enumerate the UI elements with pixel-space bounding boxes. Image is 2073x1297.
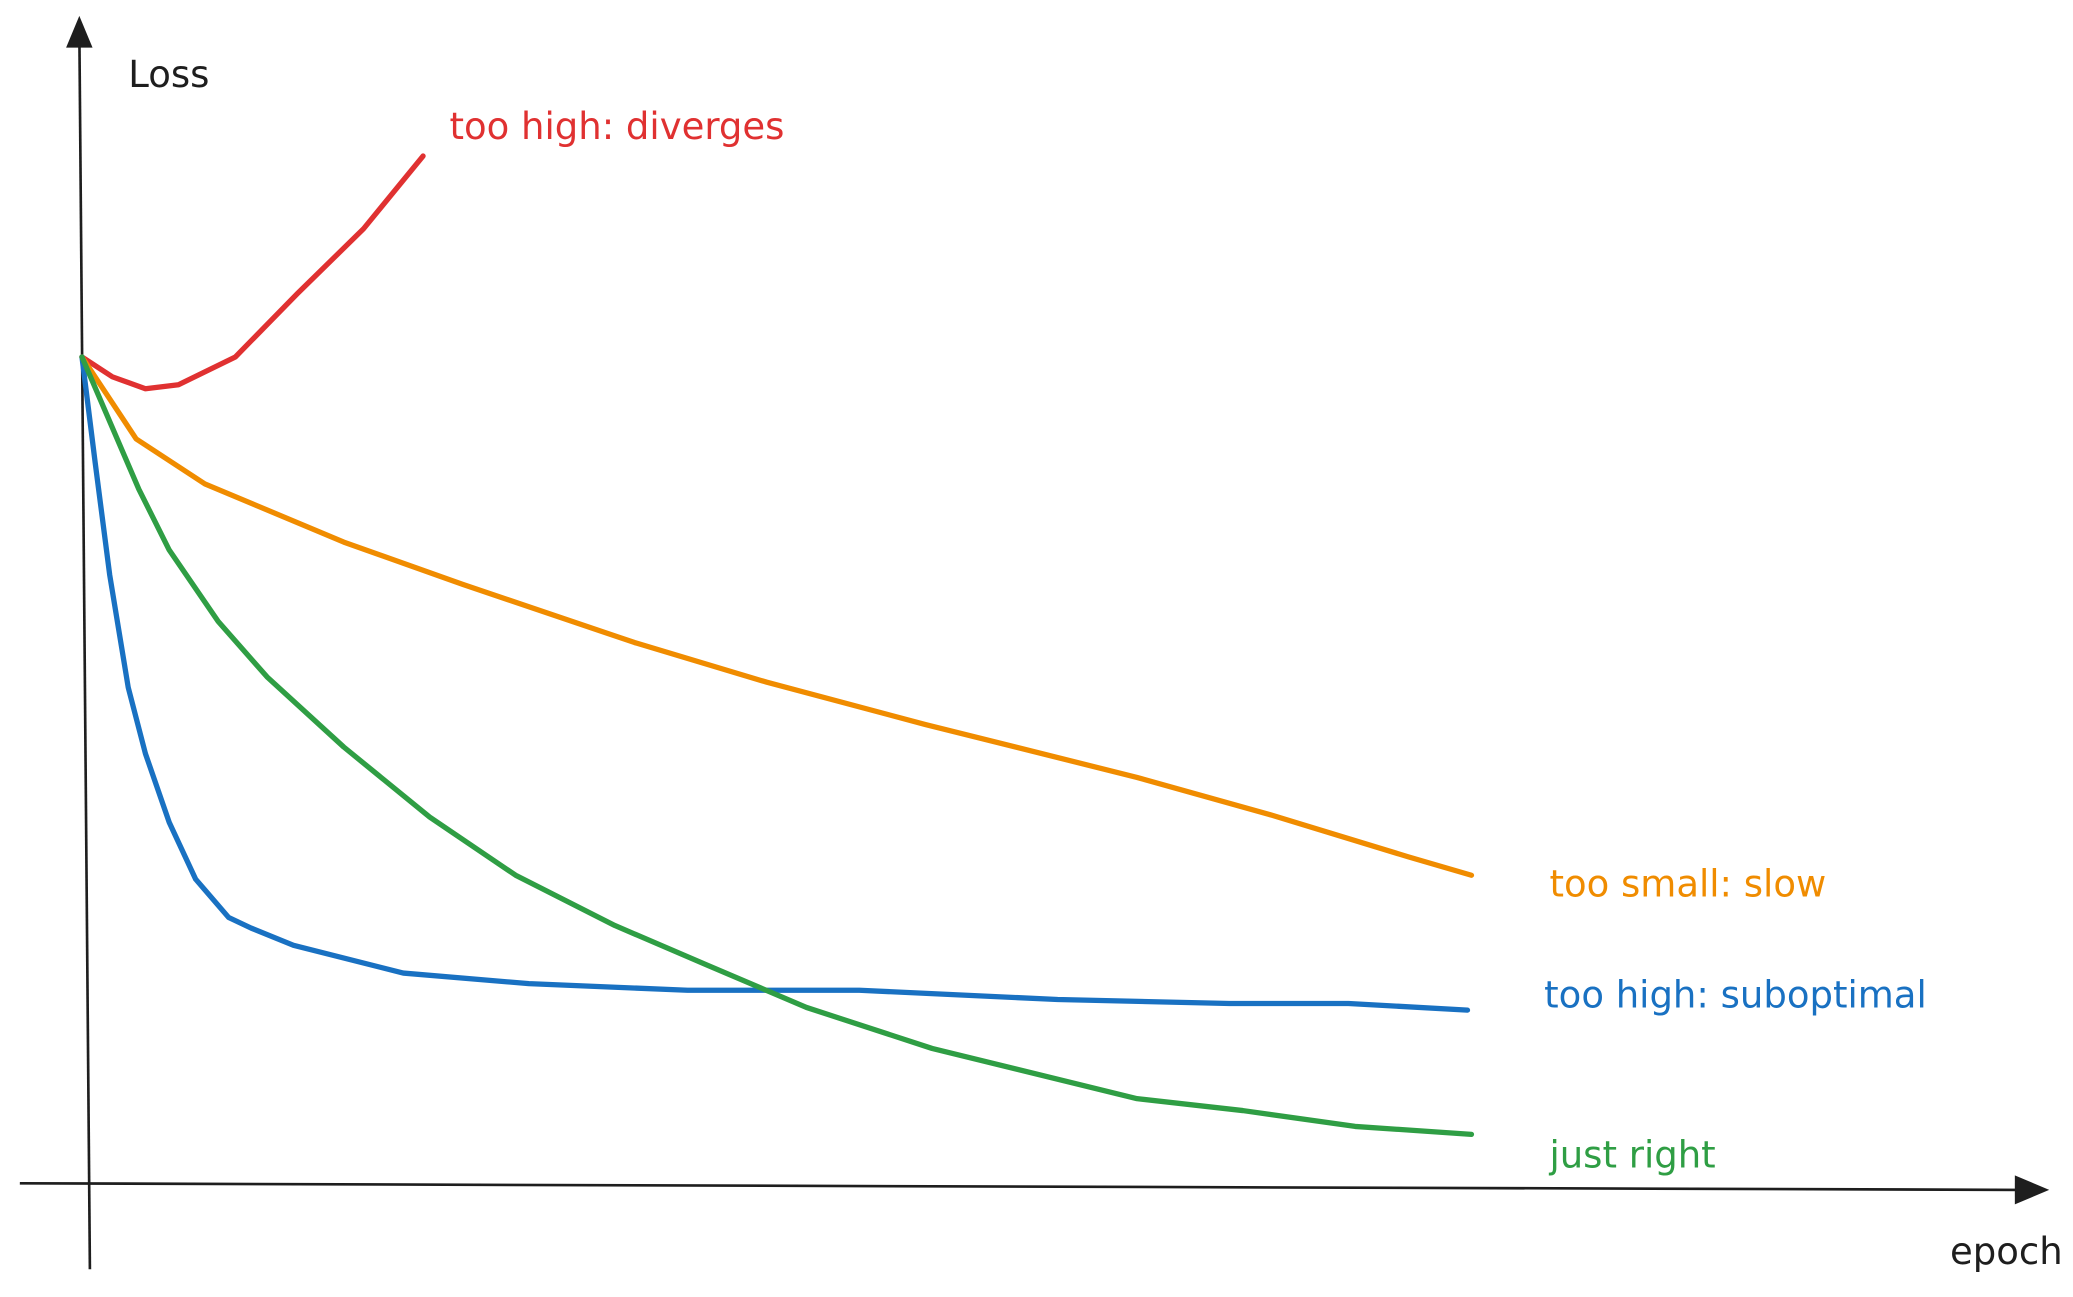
loss-curve: [79, 354, 1475, 1138]
loss-curve: [79, 354, 1475, 878]
x-axis: [19, 1181, 2023, 1192]
series-label: too high: suboptimal: [1544, 973, 1927, 1016]
loss-curve: [79, 354, 1471, 1013]
y-axis-label: Loss: [128, 53, 209, 96]
series-label: just right: [1548, 1133, 1715, 1176]
series-label: too high: diverges: [450, 105, 785, 148]
y-axis: [78, 29, 92, 1270]
series-label: too small: slow: [1549, 862, 1826, 905]
x-axis-label: epoch: [1950, 1230, 2063, 1273]
y-axis-arrow: [66, 15, 93, 48]
loss-curve: [79, 153, 426, 392]
x-axis-arrow: [2014, 1175, 2050, 1205]
